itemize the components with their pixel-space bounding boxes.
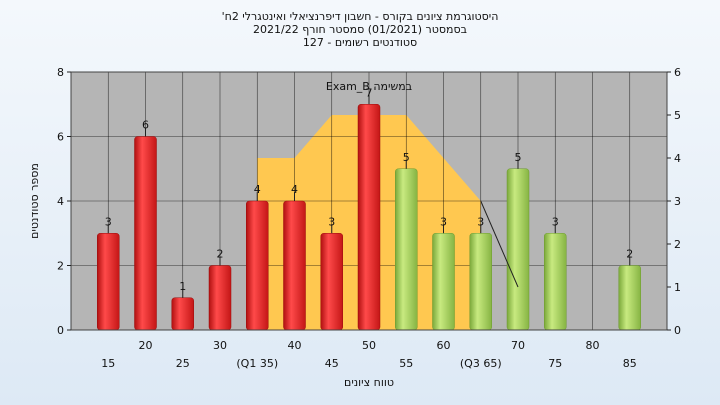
bar-60 (432, 233, 455, 331)
bar-value-label: 4 (291, 183, 298, 196)
y-tick-label: 6 (57, 131, 64, 144)
bar-value-label: 3 (328, 215, 335, 228)
y2-tick-label: 2 (674, 238, 681, 251)
x-tick-label: 60 (437, 339, 451, 352)
y2-tick-label: 3 (674, 195, 681, 208)
bar-value-label: 2 (626, 248, 633, 261)
y2-tick-label: 4 (674, 152, 681, 165)
bar-value-label: 4 (254, 183, 261, 196)
bar-value-label: 2 (217, 248, 224, 261)
bar-value-label: 5 (403, 151, 410, 164)
y-tick-label: 8 (57, 66, 64, 79)
x-tick-label: 50 (362, 339, 376, 352)
bar-50 (357, 104, 381, 331)
bar-25 (171, 297, 194, 331)
y2-tick-label: 0 (674, 324, 681, 337)
x-tick-label: 45 (325, 357, 339, 370)
title-line-3: סטודנטים רשומים - 127 (302, 36, 418, 49)
y-tick-label: 4 (57, 195, 64, 208)
x-tick-label: 30 (213, 339, 227, 352)
y-tick-label: 2 (57, 260, 64, 273)
x-tick-label: (Q3 65) (460, 357, 502, 370)
annotation-line (480, 200, 519, 288)
x-tick-label: 25 (176, 357, 190, 370)
bar-value-label: 3 (440, 215, 447, 228)
bar-15 (97, 233, 120, 331)
bar-value-label: 3 (552, 215, 559, 228)
bar-20 (134, 136, 157, 331)
bar-55 (395, 168, 418, 331)
x-tick-label: 55 (399, 357, 413, 370)
x-tick-label: 75 (548, 357, 562, 370)
bar-75 (544, 233, 567, 331)
bar-30 (208, 265, 232, 331)
x-tick-label: 80 (586, 339, 600, 352)
y2-tick-label: 1 (674, 281, 681, 294)
bar-value-label: 5 (515, 151, 522, 164)
y-tick-label: 0 (57, 324, 64, 337)
x-tick-label: 20 (139, 339, 153, 352)
chart-title: 'היסטוגרמת ציונים בקורס - חשבון דיפרנציא… (0, 10, 720, 49)
y-axis-label: מספר סטודנטים (28, 163, 41, 239)
title-line-1: 'היסטוגרמת ציונים בקורס - חשבון דיפרנציא… (221, 10, 499, 23)
bar-value-label: 6 (142, 119, 149, 132)
x-tick-label: (Q1 35) (236, 357, 278, 370)
x-tick-label: 70 (511, 339, 525, 352)
y2-tick-label: 5 (674, 109, 681, 122)
bar-65 (469, 233, 492, 331)
bar-35 (246, 200, 269, 331)
bar-value-label: 7 (366, 86, 373, 99)
bar-45 (320, 233, 343, 331)
annotation-label: Exam_B במשימה (326, 80, 412, 93)
bar-value-label: 1 (179, 280, 186, 293)
bar-value-label: 3 (477, 215, 484, 228)
x-tick-label: 40 (288, 339, 302, 352)
bar-70 (506, 168, 530, 331)
bar-85 (618, 265, 641, 331)
title-line-2: בסמסטר (01/2021) סמסטר חורף 2021/22 (253, 23, 467, 36)
bar-40 (283, 200, 306, 331)
x-tick-label: 85 (623, 357, 637, 370)
x-axis-label: טווח ציונים (344, 376, 394, 389)
x-tick-label: 15 (101, 357, 115, 370)
y2-tick-label: 6 (674, 66, 681, 79)
bar-value-label: 3 (105, 215, 112, 228)
